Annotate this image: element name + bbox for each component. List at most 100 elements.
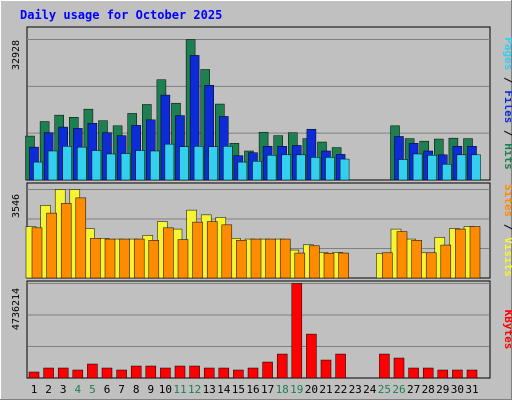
bar-pages-day-27 (412, 153, 423, 181)
bar-kbytes-day-undefined (320, 359, 332, 379)
x-tick-label-day-6: 6 (104, 383, 111, 396)
bar-pages-day-2 (47, 150, 58, 181)
x-tick-label-day-5: 5 (89, 383, 96, 396)
x-tick-label-day-16: 16 (246, 383, 259, 396)
bar-pages-day-7 (120, 153, 131, 181)
bar-kbytes-day-undefined (116, 369, 127, 379)
bar-pages-day-31 (471, 154, 481, 181)
bar-kbytes-day-undefined (28, 371, 40, 379)
bar-kbytes-day-undefined (87, 363, 98, 379)
legend-kbytes: KBytes (502, 310, 512, 350)
legend-visits: Visits (502, 237, 512, 277)
bar-kbytes-day-undefined (422, 367, 434, 379)
bar-kbytes-day-undefined (130, 365, 142, 379)
bar-sites-day-undefined (46, 212, 57, 279)
x-tick-label-day-26: 26 (392, 383, 405, 396)
bar-kbytes-day-undefined (437, 369, 449, 379)
bar-kbytes-day-undefined (174, 365, 186, 379)
x-tick-label-day-13: 13 (203, 383, 216, 396)
bar-sites-day-undefined (425, 252, 437, 279)
legend-kbytes: KBytes (502, 310, 512, 350)
bar-sites-day-undefined (440, 244, 452, 279)
bar-pages-day-4 (77, 146, 87, 181)
x-tick-label-day-17: 17 (261, 383, 274, 396)
bar-sites-day-undefined (396, 231, 408, 279)
bar-kbytes-day-undefined (452, 369, 463, 379)
legend-files: Files (502, 90, 512, 123)
bar-pages-day-22 (339, 158, 350, 181)
legend-pages-files-hits: Pages / Files / Hits (502, 37, 512, 170)
bar-pages-day-12 (193, 146, 204, 181)
x-tick-label-day-28: 28 (422, 383, 435, 396)
bar-kbytes-day-undefined (247, 367, 259, 379)
x-tick-label-day-21: 21 (319, 383, 332, 396)
x-tick-label-day-18: 18 (276, 383, 289, 396)
bar-pages-day-16 (252, 160, 262, 181)
bar-pages-day-20 (310, 157, 321, 181)
bar-kbytes-day-undefined (101, 367, 113, 379)
bar-sites-day-undefined (148, 240, 160, 279)
bar-sites-day-undefined (133, 238, 145, 279)
y-max-label: 4736214 (11, 288, 22, 330)
legend-pages: Pages (502, 37, 512, 70)
bar-kbytes-day-undefined (218, 367, 230, 379)
x-tick-label-day-22: 22 (334, 383, 347, 396)
bar-pages-day-1 (33, 161, 43, 181)
bar-sites-day-undefined (31, 227, 43, 279)
bar-sites-day-undefined (469, 226, 481, 279)
bar-sites-day-undefined (265, 238, 276, 279)
bar-pages-day-9 (150, 150, 160, 181)
bar-sites-day-undefined (236, 240, 247, 279)
bar-sites-day-undefined (382, 252, 393, 279)
bar-sites-day-undefined (119, 238, 130, 279)
bar-kbytes-day-undefined (393, 357, 405, 379)
x-tick-label-day-1: 1 (31, 383, 38, 396)
bar-sites-day-undefined (323, 253, 335, 279)
legend-hits: Hits (502, 143, 512, 170)
legend-sites: Sites (502, 184, 512, 217)
bar-pages-day-15 (237, 161, 248, 181)
bar-kbytes-day-undefined (160, 367, 171, 379)
bar-pages-day-5 (91, 150, 102, 181)
x-tick-label-day-29: 29 (436, 383, 449, 396)
x-tick-label-day-15: 15 (232, 383, 245, 396)
x-tick-label-day-23: 23 (349, 383, 362, 396)
bar-pages-day-28 (427, 155, 437, 181)
bar-kbytes-day-undefined (233, 369, 244, 379)
y-max-label: 3546 (11, 194, 22, 218)
bar-pages-day-30 (456, 154, 467, 181)
chart-title: Daily usage for October 2025 (20, 8, 222, 22)
bar-sites-day-undefined (192, 221, 203, 279)
x-tick-label-day-24: 24 (363, 383, 377, 396)
x-tick-label-day-20: 20 (305, 383, 318, 396)
bar-pages-day-13 (208, 146, 218, 181)
bar-kbytes-day-undefined (189, 365, 200, 379)
x-tick-label-day-12: 12 (188, 383, 201, 396)
bar-kbytes-day-undefined (145, 365, 157, 379)
bar-sites-day-undefined (279, 238, 291, 279)
bar-sites-day-undefined (163, 227, 174, 279)
bar-kbytes-day-undefined (43, 367, 54, 379)
x-tick-label-day-25: 25 (378, 383, 391, 396)
x-tick-label-day-27: 27 (407, 383, 420, 396)
x-tick-label-day-10: 10 (159, 383, 172, 396)
bar-sites-day-undefined (411, 240, 422, 279)
x-tick-label-day-7: 7 (118, 383, 125, 396)
bar-pages-day-17 (266, 155, 277, 181)
bar-kbytes-day-undefined (466, 369, 478, 379)
x-tick-label-day-2: 2 (45, 383, 52, 396)
bar-sites-day-undefined (104, 238, 116, 279)
x-tick-label-day-19: 19 (290, 383, 303, 396)
legend-visits-sites: Sites / Visits (502, 184, 512, 277)
bar-sites-day-undefined (338, 252, 349, 279)
legend-separator: / (502, 70, 512, 90)
bar-sites-day-undefined (221, 224, 233, 279)
bar-sites-day-undefined (206, 221, 218, 279)
x-tick-label-day-11: 11 (173, 383, 186, 396)
bar-pages-day-11 (179, 146, 189, 181)
bar-sites-day-undefined (294, 252, 306, 279)
bar-sites-day-undefined (250, 238, 262, 279)
bar-sites-day-undefined (455, 228, 466, 279)
bar-kbytes-day-undefined (262, 361, 273, 379)
